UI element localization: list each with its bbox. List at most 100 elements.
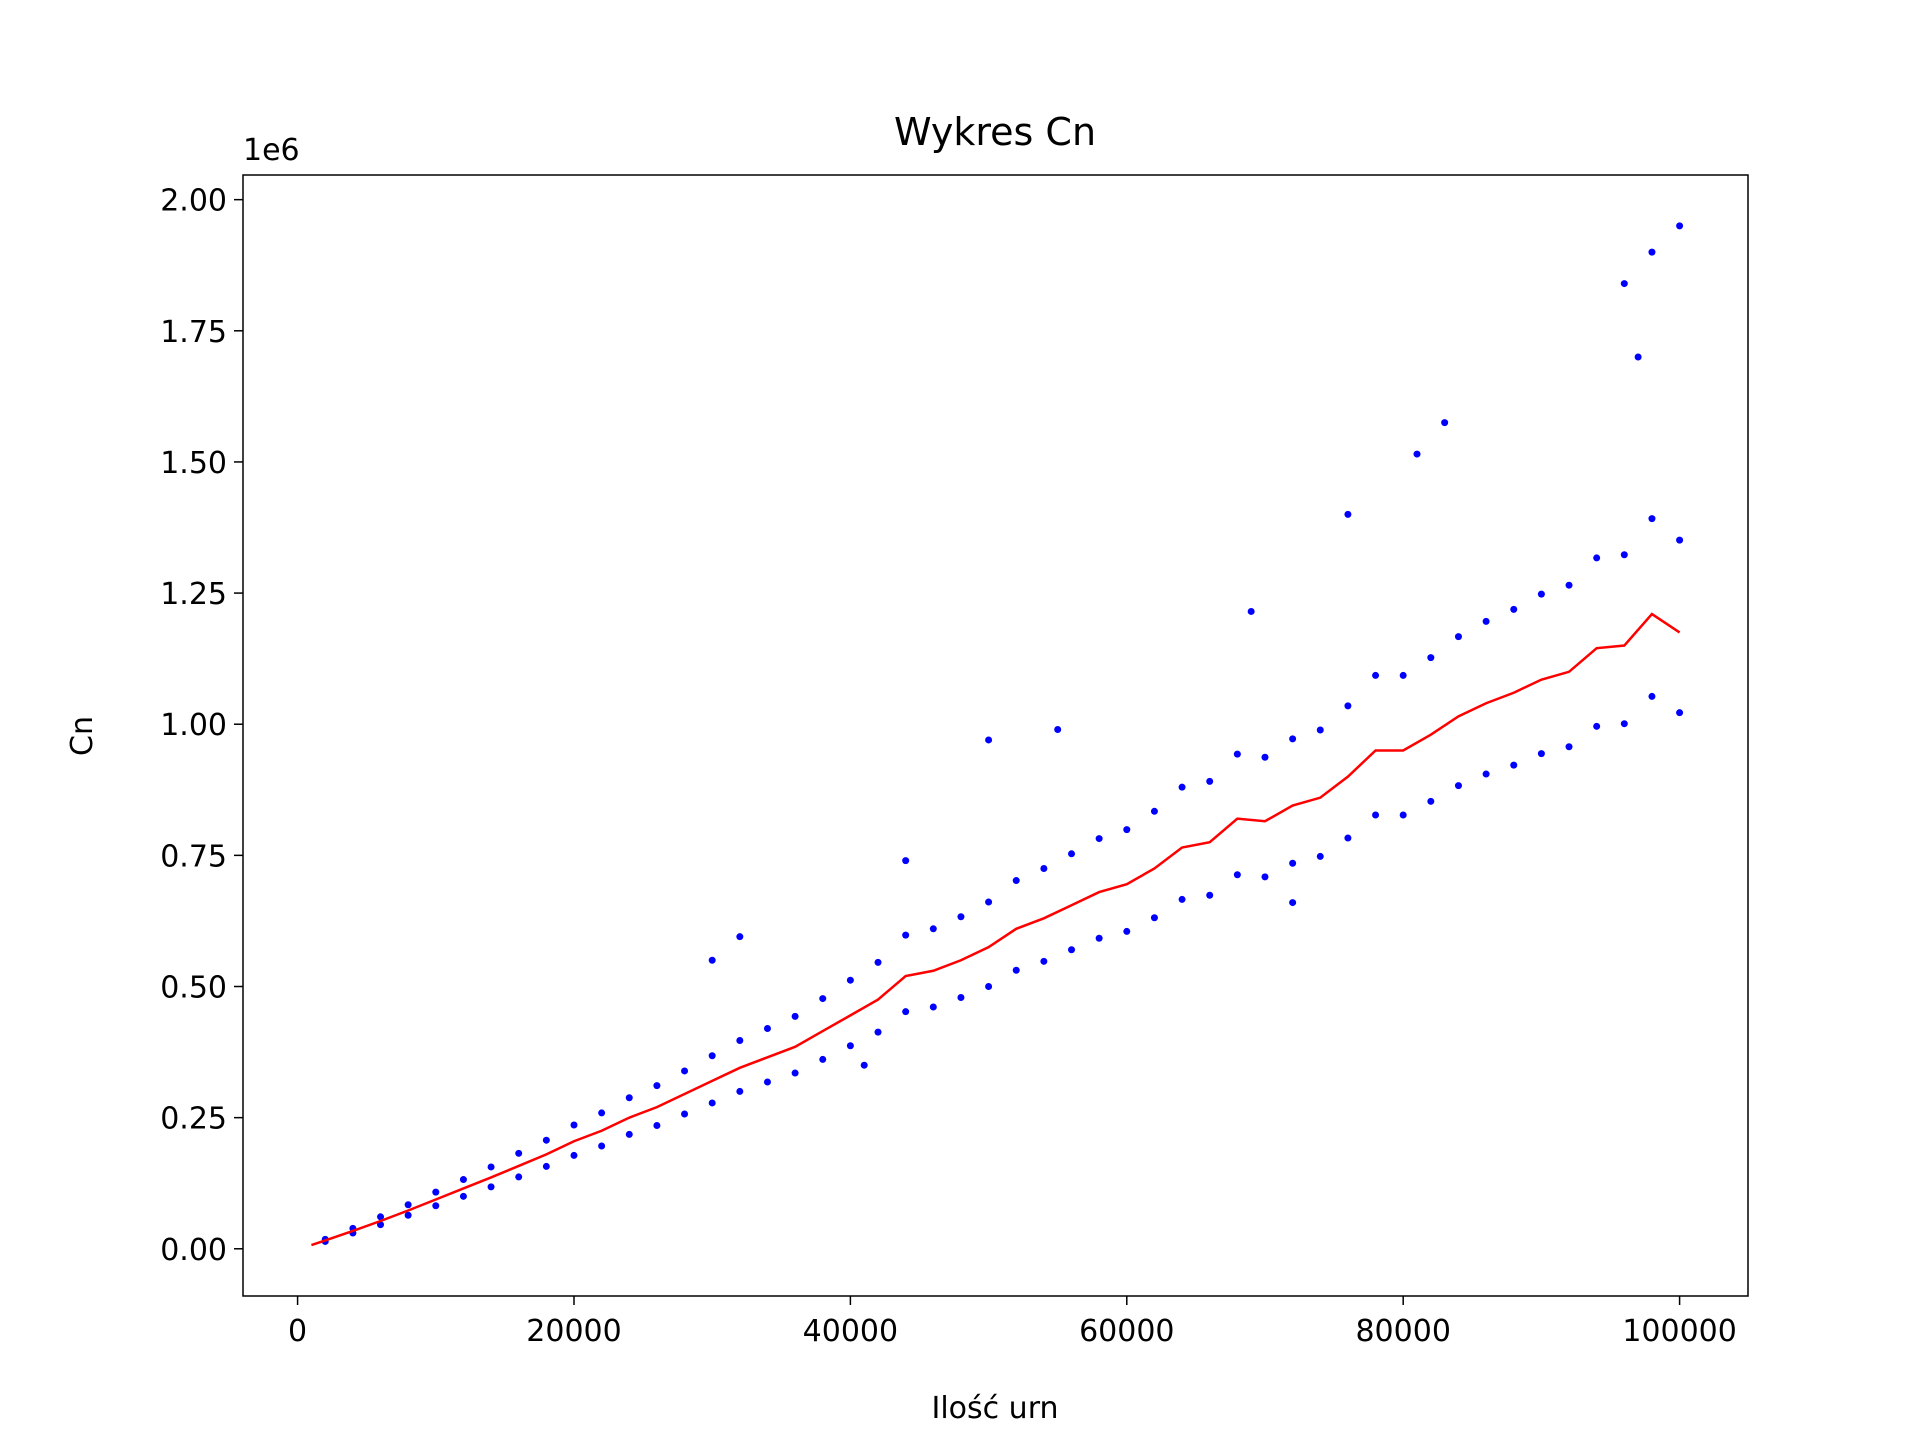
scatter-point [1620, 720, 1628, 728]
scatter-point [1261, 753, 1269, 761]
scatter-point [404, 1211, 412, 1219]
scatter-point [1040, 957, 1048, 965]
scatter-point [1206, 891, 1214, 899]
scatter-point [1344, 702, 1352, 710]
scatter-point [736, 1087, 744, 1095]
scatter-point [1178, 895, 1186, 903]
scatter-point [763, 1024, 771, 1032]
scatter-point [1620, 551, 1628, 559]
scatter-point [1441, 419, 1449, 427]
scatter-point [1289, 859, 1297, 867]
y-tick-label: 0.75 [160, 839, 227, 874]
scatter-point [653, 1122, 661, 1130]
chart-title: Wykres Cn [894, 110, 1096, 154]
scatter-point [1150, 807, 1158, 815]
scatter-point [1399, 671, 1407, 679]
scatter-point [1068, 946, 1076, 954]
scatter-point [819, 995, 827, 1003]
scatter-point [1676, 536, 1684, 544]
y-tick-label: 1.75 [160, 315, 227, 350]
scatter-point [1454, 633, 1462, 641]
scatter-point [459, 1192, 467, 1200]
y-tick-label: 1.50 [160, 446, 227, 481]
scatter-point [1233, 750, 1241, 758]
scatter-point [1316, 852, 1324, 860]
scatter-point [1482, 770, 1490, 778]
y-axis-label: Cn [65, 716, 100, 756]
scatter-point [1095, 934, 1103, 942]
scatter-point [1012, 877, 1020, 885]
scatter-point [874, 958, 882, 966]
scatter-point [377, 1213, 385, 1221]
scatter-point [1413, 450, 1421, 458]
scatter-point [404, 1201, 412, 1209]
scatter-point [708, 956, 716, 964]
scatter-point [542, 1162, 550, 1170]
scatter-point [1150, 914, 1158, 922]
scatter-point [763, 1078, 771, 1086]
scatter-point [1634, 353, 1642, 361]
scatter-point [1247, 607, 1255, 615]
scatter-point [459, 1176, 467, 1184]
scatter-point [846, 976, 854, 984]
scatter-point [432, 1188, 440, 1196]
scatter-point [736, 933, 744, 941]
scatter-point [736, 1037, 744, 1045]
scatter-point [791, 1069, 799, 1077]
mean-line [311, 612, 1681, 1247]
scatter-point [1620, 280, 1628, 288]
scatter-point [846, 1042, 854, 1050]
y-tick-label: 0.25 [160, 1102, 227, 1137]
scatter-point [1427, 654, 1435, 662]
scatter-point [929, 1003, 937, 1011]
scatter-point [1399, 811, 1407, 819]
scatter-point [819, 1055, 827, 1063]
scatter-point [1344, 510, 1352, 518]
y-tick-label: 0.50 [160, 971, 227, 1006]
x-tick-label: 0 [288, 1314, 307, 1349]
scatter-point [1054, 725, 1062, 733]
scatter-point [874, 1028, 882, 1036]
y-tick-label: 1.25 [160, 577, 227, 612]
scatter-point [957, 913, 965, 921]
scatter-point [1537, 590, 1545, 598]
scatter-point [1537, 750, 1545, 758]
scatter-point [1676, 222, 1684, 230]
y-tick-label: 1.00 [160, 708, 227, 743]
scatter-point [1344, 834, 1352, 842]
scatter-point [681, 1110, 689, 1118]
scatter-point [985, 736, 993, 744]
scatter-point [1648, 692, 1656, 700]
scatter-point [625, 1094, 633, 1102]
scatter-point [1261, 873, 1269, 881]
scatter-point [570, 1121, 578, 1129]
y-tick-label: 2.00 [160, 184, 227, 219]
scatter-point [902, 1008, 910, 1016]
scatter-point [542, 1136, 550, 1144]
scatter-point [1427, 797, 1435, 805]
y-tick-label: 0.00 [160, 1233, 227, 1268]
x-axis-label: Ilość urn [931, 1391, 1058, 1426]
scatter-point [1372, 811, 1380, 819]
scatter-point [902, 931, 910, 939]
scatter-point [1565, 581, 1573, 589]
scatter-point [1510, 605, 1518, 613]
scatter-point [1123, 826, 1131, 834]
scatter-point [432, 1202, 440, 1210]
x-tick-label: 80000 [1355, 1314, 1450, 1349]
scatter-point [708, 1052, 716, 1060]
scatter-point [570, 1151, 578, 1159]
scatter-point [1482, 617, 1490, 625]
scatter-point [515, 1173, 523, 1181]
scatter-point [860, 1061, 868, 1069]
scatter-point [985, 898, 993, 906]
x-tick-label: 100000 [1622, 1314, 1737, 1349]
x-tick-label: 20000 [526, 1314, 621, 1349]
plot-frame [242, 174, 1749, 1297]
x-tick-label: 60000 [1079, 1314, 1174, 1349]
scatter-point [708, 1099, 716, 1107]
scatter-point [902, 857, 910, 865]
scatter-point [1316, 726, 1324, 734]
scatter-point [929, 925, 937, 933]
